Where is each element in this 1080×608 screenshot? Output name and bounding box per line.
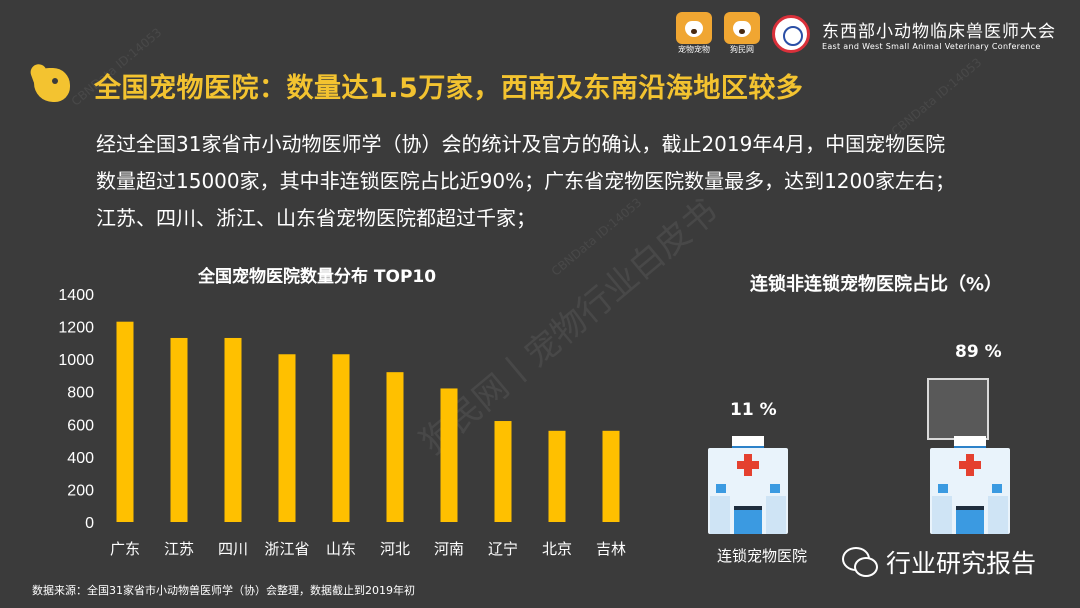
description-line: 经过全国31家省市小动物医师学（协）会的统计及官方的确认，截止2019年4月，中… [96,132,946,156]
bar [332,354,350,522]
header-logos: 宠物宠物 狗民网 东西部小动物临床兽医师大会 East and West Sma… [676,12,1056,55]
wechat-icon [842,547,878,577]
non-chain-percent-label: 89 % [955,342,1002,362]
wechat-account-name: 行业研究报告 [886,549,1037,578]
y-tick-label: 200 [67,482,94,499]
bar [278,354,296,522]
y-tick-label: 0 [85,515,94,532]
y-tick-label: 400 [67,450,94,467]
bar [602,430,620,522]
x-tick-label: 辽宁 [488,540,518,558]
bar [170,337,188,522]
x-tick-label: 吉林 [596,540,626,558]
brand-logo-1: 宠物宠物 [676,12,712,55]
page-title: 全国宠物医院：数量达1.5万家，西南及东南沿海地区较多 [94,72,804,104]
x-tick-label: 江苏 [164,540,194,558]
y-tick-label: 800 [67,385,94,402]
x-tick-label: 浙江省 [264,540,309,558]
bar [116,321,134,522]
x-tick-label: 山东 [326,540,356,558]
x-tick-label: 广东 [110,540,140,558]
data-source-note: 数据来源：全国31家省市小动物兽医师学（协）会整理，数据截止到2019年初 [32,584,415,597]
hospital-building-icon [930,436,1010,536]
ratio-chart-title: 连锁非连锁宠物医院占比（%） [750,274,1003,295]
y-tick-label: 1200 [58,320,94,337]
dog-logo-icon [676,12,712,44]
dog-head-icon [28,61,76,108]
ratio-gauge-bar [927,378,989,440]
dog-logo-icon [724,12,760,44]
chain-hospital-label: 连锁宠物医院 [717,547,808,565]
bar-chart: 0 200 400 600 800 1000 1200 1400 广东 江苏 四川 浙江省 山东 河北 河南… [58,287,626,558]
brand-logo-2: 狗民网 [724,12,760,55]
hospital-building-icon [708,436,788,536]
title-row: 全国宠物医院：数量达1.5万家，西南及东南沿海地区较多 [28,61,804,108]
bar [224,337,242,522]
bar [440,388,458,522]
y-tick-label: 1400 [58,287,94,304]
bar [494,421,512,522]
description: 经过全国31家省市小动物医师学（协）会的统计及官方的确认，截止2019年4月，中… [96,126,976,237]
wechat-badge: 行业研究报告 [842,544,1036,580]
description-line: 数量超过15000家，其中非连锁医院占比近90%；广东省宠物医院数量最多，达到1… [96,169,955,193]
y-tick-label: 1000 [58,352,94,369]
x-tick-label: 北京 [542,540,572,558]
bar-chart-title: 全国宠物医院数量分布 TOP10 [198,267,437,287]
bar [386,372,404,522]
y-tick-label: 600 [67,417,94,434]
conference-seal-icon [772,14,810,53]
x-tick-label: 四川 [218,540,248,558]
chain-percent-label: 11 % [730,400,777,420]
description-line: 江苏、四川、浙江、山东省宠物医院都超过千家； [96,206,536,230]
conference-name: 东西部小动物临床兽医师大会 East and West Small Animal… [822,21,1056,51]
x-tick-label: 河南 [434,540,464,558]
x-tick-label: 河北 [380,540,410,558]
bar [548,430,566,522]
